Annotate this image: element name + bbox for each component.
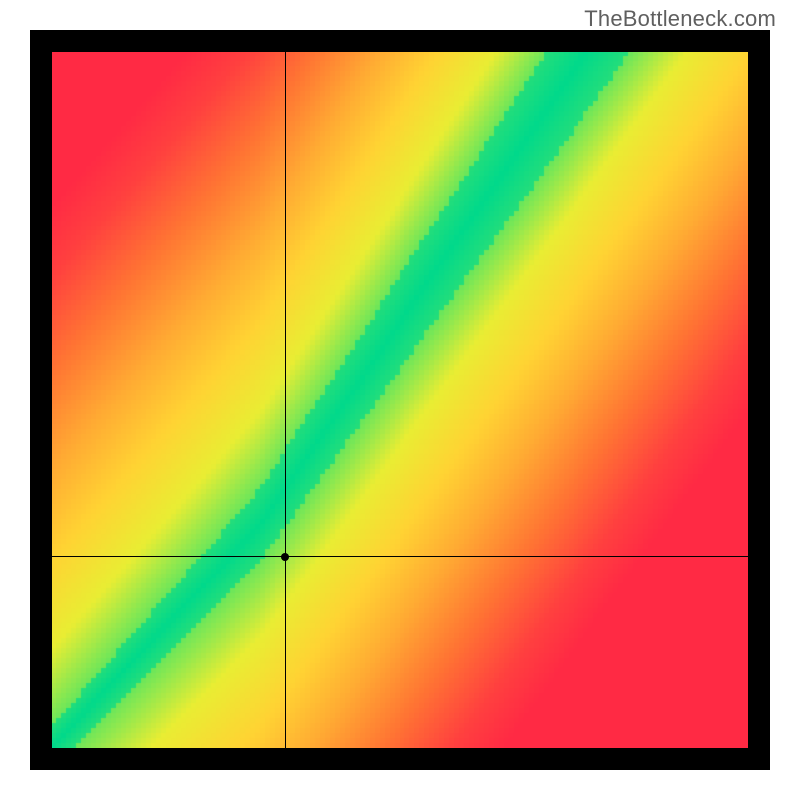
crosshair-vertical <box>285 52 286 748</box>
watermark-text: TheBottleneck.com <box>584 6 776 32</box>
crosshair-horizontal <box>52 556 748 557</box>
crosshair-dot <box>281 553 289 561</box>
heatmap-canvas <box>52 52 748 748</box>
bottleneck-heatmap <box>30 30 770 770</box>
